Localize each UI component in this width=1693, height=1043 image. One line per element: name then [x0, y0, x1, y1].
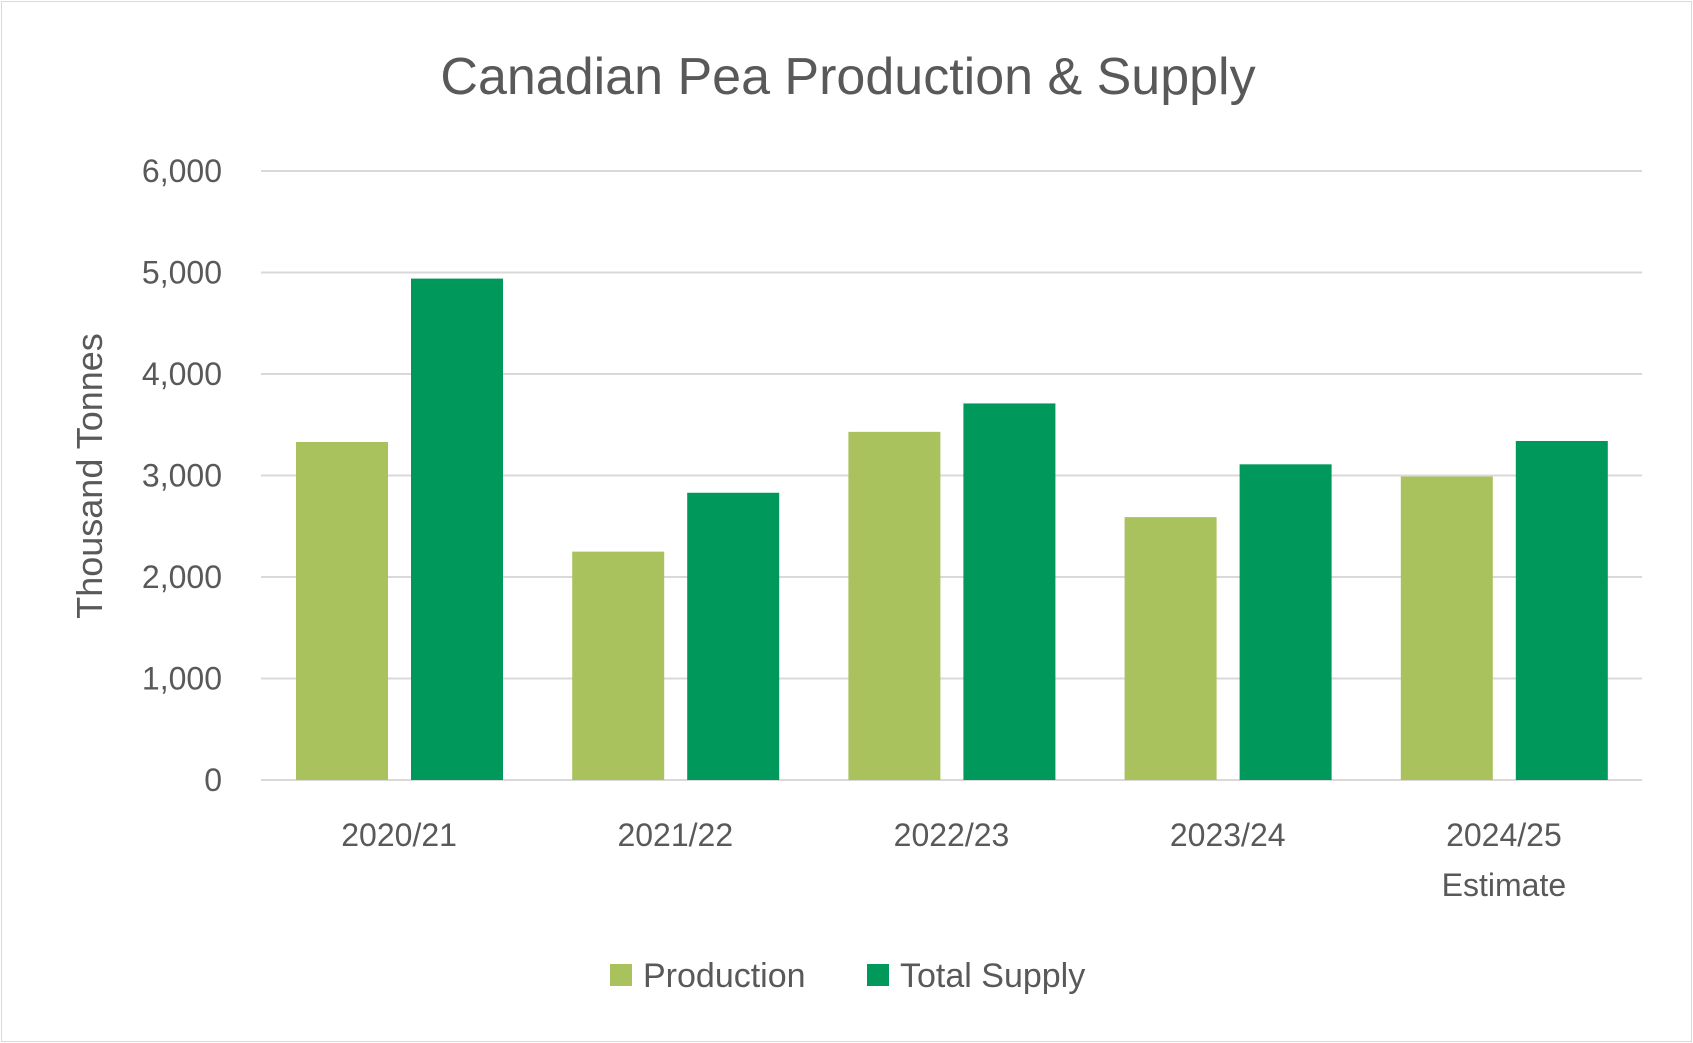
bar-production: [1124, 517, 1217, 780]
legend-swatch: [867, 964, 889, 986]
legend-label: Total Supply: [900, 957, 1085, 995]
y-tick-label: 5,000: [142, 255, 222, 291]
y-tick-label: 1,000: [142, 661, 222, 697]
bar-total-supply: [963, 403, 1056, 780]
x-tick-label: 2024/25: [1446, 817, 1562, 853]
bar-total-supply: [411, 278, 503, 780]
x-tick-label: 2021/22: [617, 817, 733, 853]
bar-production: [1400, 476, 1493, 780]
bar-total-supply: [1515, 440, 1608, 780]
bar-production: [572, 551, 665, 780]
x-tick-label: 2023/24: [1170, 817, 1286, 853]
y-tick-label: 4,000: [142, 356, 222, 392]
y-axis-label: Thousand Tonnes: [69, 333, 110, 619]
y-tick-label: 3,000: [142, 458, 222, 494]
bar-total-supply: [687, 492, 780, 780]
chart-title: Canadian Pea Production & Supply: [440, 48, 1255, 106]
y-tick-label: 0: [204, 762, 222, 798]
bar-production: [848, 431, 941, 780]
bar-total-supply: [1239, 464, 1332, 780]
x-tick-label: 2020/21: [341, 817, 457, 853]
y-tick-label: 6,000: [142, 153, 222, 189]
legend-swatch: [610, 964, 632, 986]
x-tick-label: Estimate: [1442, 867, 1566, 903]
legend-label: Production: [643, 957, 806, 995]
x-tick-label: 2022/23: [894, 817, 1010, 853]
y-tick-label: 2,000: [142, 559, 222, 595]
bar-production: [296, 442, 388, 780]
